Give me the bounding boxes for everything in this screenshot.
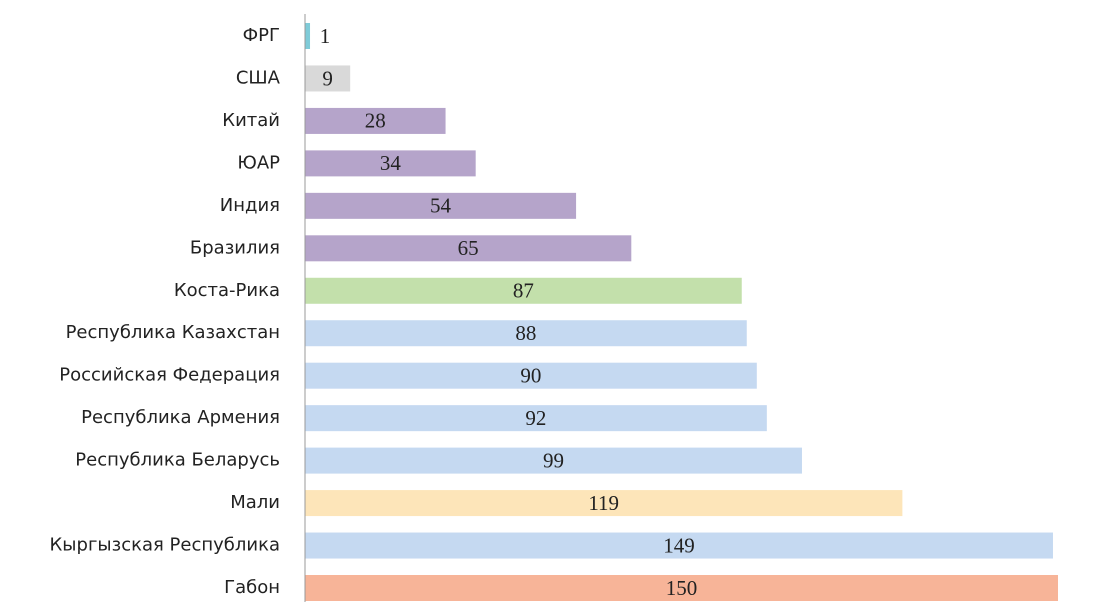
value-label: 92 bbox=[525, 406, 546, 430]
category-label: Габон bbox=[224, 577, 280, 598]
category-label: Коста-Рика bbox=[174, 280, 280, 301]
value-label: 88 bbox=[515, 321, 536, 345]
category-label: Республика Беларусь bbox=[75, 450, 280, 471]
bar bbox=[305, 23, 311, 49]
value-label: 149 bbox=[663, 533, 695, 557]
value-label: 150 bbox=[666, 576, 698, 600]
category-label: Мали bbox=[230, 492, 280, 513]
category-label: Российская Федерация bbox=[59, 365, 280, 386]
value-label: 87 bbox=[513, 279, 534, 303]
bar bbox=[305, 532, 1053, 559]
category-label: Кыргызская Республика bbox=[50, 535, 280, 556]
bar bbox=[305, 362, 757, 389]
bar bbox=[305, 405, 767, 432]
bar bbox=[305, 447, 802, 474]
value-label: 119 bbox=[588, 491, 619, 515]
bar bbox=[305, 490, 903, 517]
bar bbox=[305, 575, 1058, 601]
category-label: Республика Армения bbox=[81, 407, 280, 428]
category-label: ЮАР bbox=[237, 152, 280, 173]
category-label: Бразилия bbox=[190, 237, 280, 258]
value-label: 1 bbox=[320, 24, 331, 48]
bar bbox=[305, 65, 351, 92]
bar bbox=[305, 107, 446, 134]
category-label: Индия bbox=[220, 195, 280, 216]
category-label: Китай bbox=[222, 110, 280, 131]
value-label: 65 bbox=[458, 236, 479, 260]
bar bbox=[305, 192, 577, 219]
category-label: ФРГ bbox=[243, 25, 280, 46]
value-label: 90 bbox=[520, 364, 541, 388]
value-label: 99 bbox=[543, 448, 564, 472]
category-label: Республика Казахстан bbox=[66, 322, 280, 343]
bar bbox=[305, 235, 632, 262]
bar bbox=[305, 277, 742, 304]
category-label: США bbox=[236, 67, 281, 88]
value-label: 28 bbox=[365, 109, 386, 133]
value-label: 54 bbox=[430, 194, 452, 218]
value-label: 34 bbox=[380, 151, 402, 175]
value-label: 9 bbox=[322, 66, 333, 90]
bar bbox=[305, 320, 747, 347]
bar bbox=[305, 150, 476, 177]
